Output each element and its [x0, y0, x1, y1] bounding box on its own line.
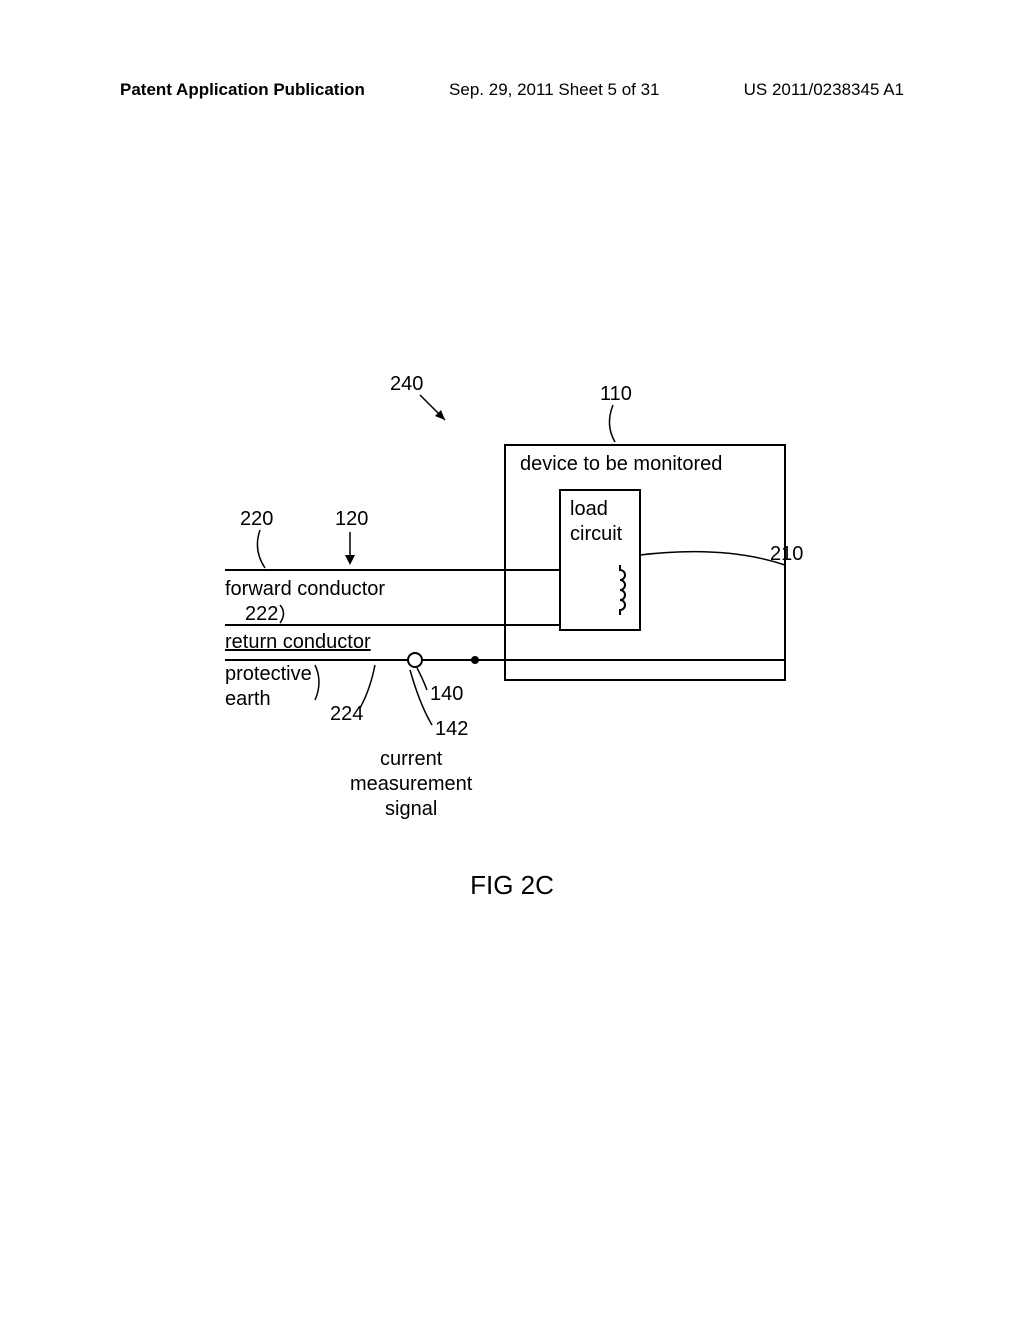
- ref-110: 110: [600, 383, 632, 405]
- figure-label: FIG 2C: [0, 870, 1024, 901]
- ref-224: 224: [330, 703, 363, 725]
- figure-2c: device to be monitored load circuit forw…: [225, 370, 805, 890]
- ref-120: 120: [335, 508, 368, 530]
- device-box-label: device to be monitored: [520, 453, 722, 475]
- ref-220-leader: [257, 530, 265, 568]
- load-label-2: circuit: [570, 523, 623, 545]
- load-label-1: load: [570, 498, 608, 520]
- ref-240: 240: [390, 373, 423, 395]
- ref-222: 222: [245, 603, 278, 625]
- ref-140: 140: [430, 683, 463, 705]
- header-pubnum: US 2011/0238345 A1: [744, 80, 904, 100]
- ref-222-leader: [280, 605, 284, 623]
- signal-label-1: current: [380, 748, 443, 770]
- junction-dot: [471, 656, 479, 664]
- ref-142-leader: [410, 670, 432, 725]
- header-sheet: Sep. 29, 2011 Sheet 5 of 31: [449, 80, 659, 100]
- ref-142: 142: [435, 718, 468, 740]
- inductor-icon: [620, 565, 625, 615]
- ref-210: 210: [770, 543, 803, 565]
- return-conductor-label: return conductor: [225, 631, 371, 653]
- pe-label-2: earth: [225, 688, 271, 710]
- current-sensor-icon: [408, 653, 422, 667]
- ref-140-leader: [417, 668, 427, 690]
- forward-conductor-label: forward conductor: [225, 578, 385, 600]
- ref-120-arrowhead: [345, 555, 355, 565]
- ref-220: 220: [240, 508, 273, 530]
- pe-brace: [315, 665, 319, 700]
- device-box: [505, 445, 785, 680]
- signal-label-3: signal: [385, 798, 437, 820]
- ref-224-leader: [360, 665, 375, 708]
- ref-110-leader: [609, 405, 615, 442]
- page-header: Patent Application Publication Sep. 29, …: [120, 80, 904, 100]
- signal-label-2: measurement: [350, 773, 473, 795]
- header-publication: Patent Application Publication: [120, 80, 365, 100]
- pe-label-1: protective: [225, 663, 312, 685]
- ref-210-leader: [640, 552, 785, 565]
